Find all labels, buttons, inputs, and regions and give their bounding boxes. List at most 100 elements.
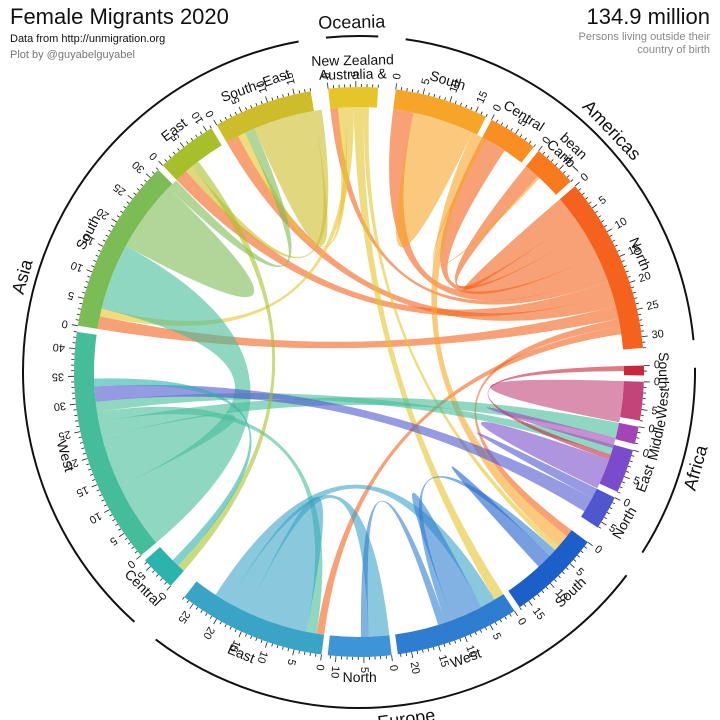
flow-chord (176, 171, 613, 317)
region-segment (162, 128, 222, 180)
axis-tick (558, 575, 561, 579)
axis-tick (566, 174, 570, 178)
axis-tick (406, 88, 408, 92)
axis-tick (460, 102, 462, 106)
axis-tick (617, 249, 621, 252)
axis-tick (604, 224, 608, 228)
axis-tick (538, 145, 543, 151)
axis-tick (395, 83, 397, 90)
axis-tick (77, 296, 84, 299)
axis-tick (127, 542, 131, 545)
axis-tick (304, 89, 306, 93)
axis-tick (641, 335, 648, 338)
axis-tick (601, 220, 605, 223)
region-segment (184, 581, 325, 655)
axis-tick (428, 92, 430, 96)
axis-tick (454, 100, 457, 104)
flow-chord (440, 137, 597, 295)
axis-tick (109, 514, 113, 517)
axis-tick (111, 224, 115, 228)
tick-label: 0 (654, 359, 660, 371)
tick-label: 0 (491, 103, 504, 114)
axis-tick (219, 119, 222, 123)
flow-chord (360, 500, 446, 637)
axis-tick (524, 137, 527, 141)
flow-chord (476, 432, 597, 498)
axis-tick (470, 106, 473, 111)
axis-tick (519, 134, 523, 138)
tick-label: 10 (613, 215, 630, 231)
region-label: New Zealand (311, 51, 394, 69)
axis-tick (229, 626, 232, 630)
tick-label: 0 (320, 72, 333, 79)
axis-tick (209, 615, 213, 619)
flow-chord (330, 107, 609, 305)
axis-tick (500, 122, 504, 126)
region-arc (620, 381, 650, 422)
axis-tick (634, 442, 639, 445)
tick-label: 20 (200, 625, 217, 642)
axis-tick (542, 151, 546, 155)
axis-tick (459, 638, 462, 642)
axis-tick (635, 302, 639, 305)
axis-tick (417, 90, 419, 94)
axis-tick (118, 533, 125, 538)
axis-tick (97, 243, 104, 247)
tick-label: 15 (81, 231, 97, 247)
axis-tick (545, 586, 549, 590)
axis-tick (234, 111, 237, 115)
axis-tick (103, 509, 110, 513)
tick-label: 30 (651, 328, 665, 341)
tick-label: 20 (95, 205, 112, 222)
tick-label: 40 (52, 341, 65, 354)
axis-tick (449, 96, 453, 103)
tick-label: 5 (107, 534, 119, 547)
axis-tick (158, 160, 163, 166)
axis-tick (87, 275, 91, 278)
axis-tick (621, 481, 625, 484)
axis-tick (205, 612, 208, 616)
total-caption: Persons living outside their country of … (578, 31, 710, 56)
axis-tick (199, 131, 203, 135)
region-arc (581, 488, 621, 529)
axis-tick (287, 92, 290, 96)
axis-tick (91, 265, 95, 268)
axis-tick (260, 639, 263, 643)
tick-label: 10 (254, 649, 269, 664)
axis-tick (496, 119, 499, 123)
axis-tick (638, 313, 642, 316)
flow-chord (486, 407, 616, 449)
axis-tick (562, 571, 565, 575)
axis-tick (475, 106, 479, 113)
region-segment (525, 150, 571, 195)
axis-tick (464, 636, 468, 643)
axis-tick (140, 183, 144, 187)
axis-tick (271, 97, 274, 101)
tick-label: 0 (592, 543, 604, 556)
region-arc (525, 145, 574, 195)
axis-tick (634, 297, 638, 299)
axis-tick (69, 403, 76, 406)
axis-tick (438, 645, 441, 652)
axis-tick (637, 431, 641, 434)
tick-label: 5 (490, 631, 503, 642)
axis-tick (200, 609, 203, 613)
region-arc (623, 364, 650, 376)
axis-tick (515, 128, 520, 135)
flow-chord (94, 384, 593, 512)
axis-tick (625, 470, 630, 473)
axis-tick (504, 616, 507, 620)
tick-label: 0 (515, 616, 528, 628)
axis-tick (250, 635, 252, 639)
region-arc (144, 547, 184, 591)
tick-label: 10 (447, 79, 462, 94)
axis-tick (632, 449, 639, 453)
axis-tick (250, 105, 253, 109)
region-arc (599, 444, 639, 494)
region-arc (327, 81, 379, 109)
axis-tick (91, 484, 98, 488)
flow-chord (254, 110, 328, 246)
continent-arc (325, 35, 379, 39)
axis-tick (509, 613, 512, 617)
region-arc (395, 594, 519, 659)
